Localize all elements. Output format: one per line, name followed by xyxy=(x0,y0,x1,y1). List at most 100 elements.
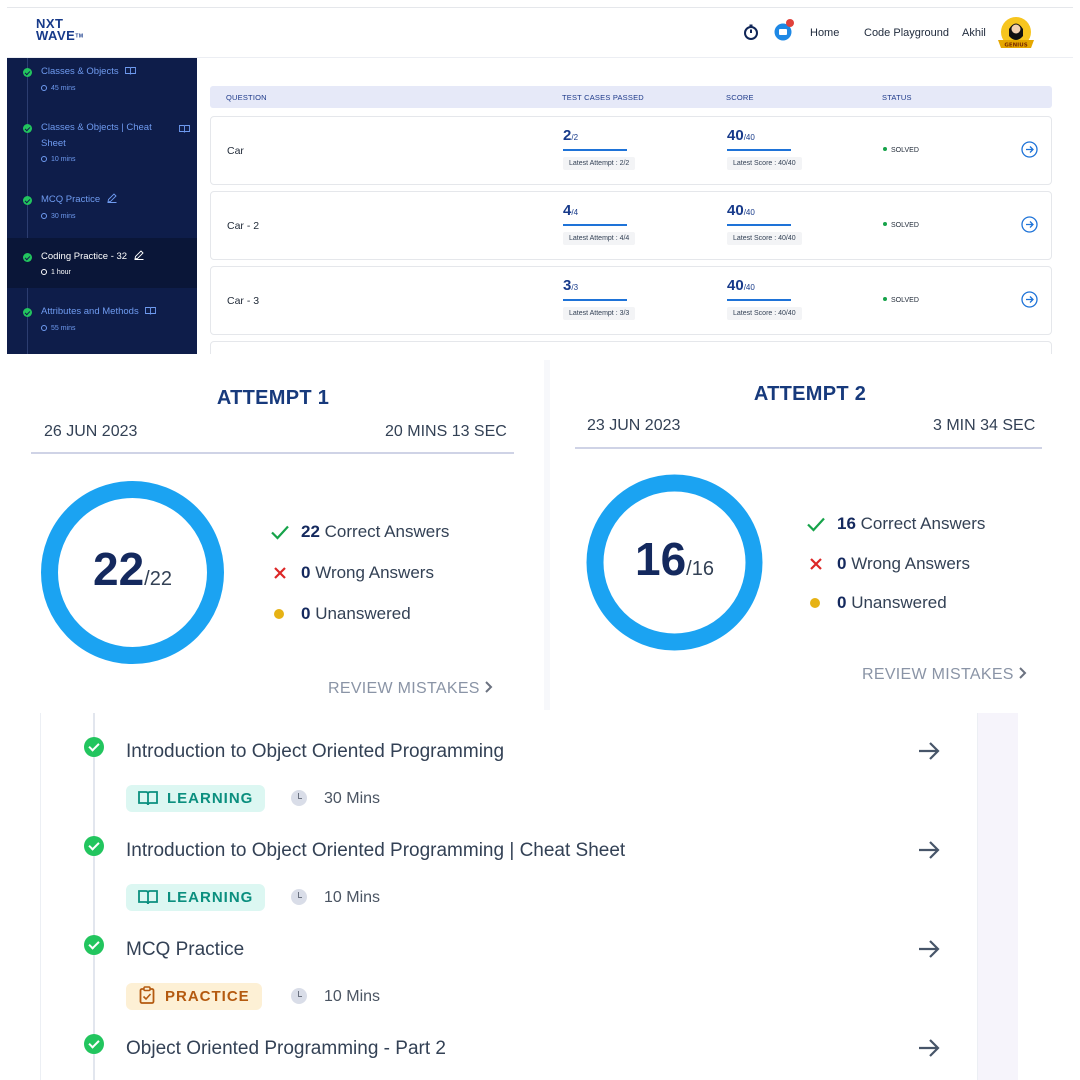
sidebar-item-classes-objects[interactable]: Classes & Objects 45 mins xyxy=(7,58,197,108)
badge-label: PRACTICE xyxy=(165,988,250,1005)
attempt-title: ATTEMPT 2 xyxy=(753,383,867,405)
wrong-count: 0 xyxy=(837,554,847,573)
score-total: /40 xyxy=(743,283,755,292)
status-badge: SOLVED xyxy=(883,222,919,229)
notification-dot xyxy=(786,19,794,27)
module-title[interactable]: Introduction to Object Oriented Programm… xyxy=(126,741,505,762)
correct-count: 22 xyxy=(301,522,320,541)
latest-score: Latest Score : 40/40 xyxy=(727,232,802,245)
chat-icon[interactable] xyxy=(774,19,794,41)
book-icon xyxy=(138,791,158,806)
sidebar-item-classes-objects-cheat-sheet[interactable]: Classes & Objects | Cheat Sheet 10 mins xyxy=(7,114,197,176)
learning-badge: LEARNING xyxy=(126,884,266,911)
arrow-right-circle-icon[interactable] xyxy=(1021,291,1038,308)
module-list-panel: Introduction to Object Oriented Programm… xyxy=(0,713,1080,1080)
user-name[interactable]: Akhil xyxy=(962,27,986,39)
cross-icon xyxy=(810,558,822,570)
tests-passed-value: 3 xyxy=(563,277,572,294)
avatar[interactable]: GENIUS xyxy=(995,14,1037,54)
tests-passed-value: 4 xyxy=(563,202,572,219)
clock-icon xyxy=(41,269,47,275)
clock-icon xyxy=(41,325,47,331)
panel-divider xyxy=(544,360,550,710)
sidebar-item-coding-practice-32[interactable]: Coding Practice - 32 1 hour xyxy=(7,238,197,288)
status-badge: SOLVED xyxy=(883,297,919,304)
check-icon xyxy=(23,253,32,262)
nav-code-playground-link[interactable]: Code Playground xyxy=(864,27,950,39)
completed-check-icon xyxy=(84,737,104,757)
attempt-date: 26 JUN 2023 xyxy=(44,423,138,440)
wrong-label: Wrong Answers xyxy=(315,563,434,582)
question-name: Car - 3 xyxy=(227,295,260,307)
check-icon xyxy=(271,525,289,540)
sidebar-item-label: Classes & Objects | Cheat Sheet xyxy=(41,122,152,149)
table-row[interactable] xyxy=(210,341,1052,354)
logo-line-2: WAVE xyxy=(36,28,76,43)
book-icon xyxy=(125,67,137,75)
book-icon xyxy=(138,890,158,905)
arrow-right-icon[interactable] xyxy=(917,938,941,960)
check-icon xyxy=(807,517,825,532)
review-mistakes-link[interactable]: REVIEW MISTAKES xyxy=(862,666,1027,684)
column-header-tests: TEST CASES PASSED xyxy=(562,93,644,102)
arrow-right-icon[interactable] xyxy=(917,1037,941,1059)
module-title[interactable]: Introduction to Object Oriented Programm… xyxy=(126,840,626,861)
correct-label: Correct Answers xyxy=(860,514,986,533)
attempt-card-2: ATTEMPT 2 23 JUN 2023 3 MIN 34 SEC 16/16… xyxy=(550,360,1070,710)
latest-attempt: Latest Attempt : 2/2 xyxy=(563,157,636,170)
attempt-duration: 3 MIN 34 SEC xyxy=(933,417,1036,434)
divider xyxy=(31,452,514,454)
status-dot xyxy=(883,297,887,301)
score-value: 22 xyxy=(93,543,145,595)
correct-label: Correct Answers xyxy=(324,522,450,541)
attempt-title: ATTEMPT 1 xyxy=(216,387,330,409)
wrong-answers-stat: 0 Wrong Answers xyxy=(810,554,970,574)
status-label: SOLVED xyxy=(891,222,919,229)
clock-icon xyxy=(41,156,47,162)
correct-count: 16 xyxy=(837,514,856,533)
question-name: Car xyxy=(227,145,244,157)
sidebar-item-duration: 30 mins xyxy=(51,213,76,220)
arrow-right-icon[interactable] xyxy=(917,839,941,861)
arrow-right-circle-icon[interactable] xyxy=(1021,141,1038,158)
clock-icon xyxy=(291,889,307,905)
module-title[interactable]: Object Oriented Programming - Part 2 xyxy=(126,1038,446,1059)
module-duration: 10 Mins xyxy=(324,889,381,906)
correct-answers-stat: 16 Correct Answers xyxy=(807,514,986,534)
score-total: /16 xyxy=(686,558,714,580)
module-title[interactable]: MCQ Practice xyxy=(126,939,245,960)
table-row[interactable]: Car - 2 4/4 Latest Attempt : 4/4 40/40 L… xyxy=(210,191,1052,260)
table-row[interactable]: Car - 3 3/3 Latest Attempt : 3/3 40/40 L… xyxy=(210,266,1052,335)
latest-score: Latest Score : 40/40 xyxy=(727,157,802,170)
sidebar-item-label: Coding Practice - 32 xyxy=(41,251,128,262)
chevron-right-icon xyxy=(1019,667,1027,679)
clipboard-check-icon xyxy=(139,986,155,1004)
sidebar-item-label: MCQ Practice xyxy=(41,194,101,205)
nxtwave-logo[interactable]: NXT WAVETM xyxy=(36,17,84,43)
table-row[interactable]: Car 2/2 Latest Attempt : 2/2 40/40 Lates… xyxy=(210,116,1052,185)
review-mistakes-link[interactable]: REVIEW MISTAKES xyxy=(328,680,493,698)
dot-icon xyxy=(810,598,820,608)
unanswered-stat: 0 Unanswered xyxy=(274,604,411,624)
stopwatch-icon[interactable] xyxy=(742,23,760,41)
score-value: 16 xyxy=(635,533,687,585)
sidebar-item-label: Attributes and Methods xyxy=(41,306,139,317)
sidebar-timeline-line xyxy=(27,58,28,354)
status-label: SOLVED xyxy=(891,297,919,304)
nav-home-link[interactable]: Home xyxy=(810,27,840,39)
sidebar-item-mcq-practice[interactable]: MCQ Practice 30 mins xyxy=(7,186,197,236)
page-background xyxy=(978,713,1018,1080)
score-total: /22 xyxy=(144,568,172,590)
sidebar-item-attributes-methods[interactable]: Attributes and Methods 55 mins xyxy=(7,298,197,348)
unanswered-label: Unanswered xyxy=(315,604,411,623)
pencil-icon xyxy=(107,193,117,203)
quiz-attempts-panel: ATTEMPT 1 26 JUN 2023 20 MINS 13 SEC 22/… xyxy=(0,360,1080,710)
cross-icon xyxy=(274,567,286,579)
arrow-right-icon[interactable] xyxy=(917,740,941,762)
clock-icon xyxy=(291,790,307,806)
divider xyxy=(575,447,1042,449)
chevron-right-icon xyxy=(485,681,493,693)
arrow-right-circle-icon[interactable] xyxy=(1021,216,1038,233)
table-header: QUESTION TEST CASES PASSED SCORE STATUS xyxy=(210,86,1052,108)
top-navbar: NXT WAVETM Home Code Playground Akhil xyxy=(7,8,1073,58)
